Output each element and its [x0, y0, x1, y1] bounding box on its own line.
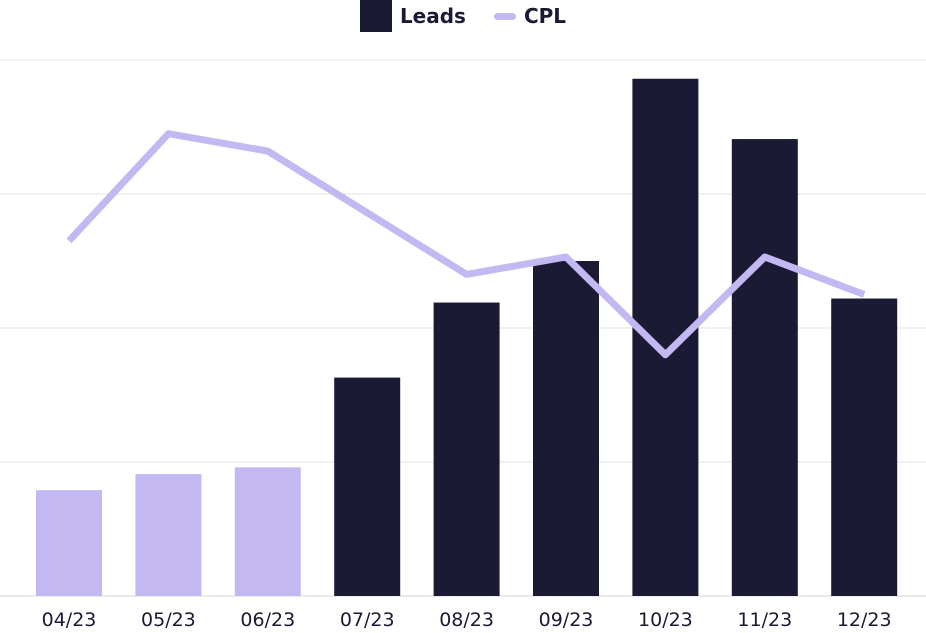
line-layer — [66, 130, 866, 359]
x-tick-label: 11/23 — [737, 609, 792, 631]
line-cpl[interactable] — [66, 130, 866, 359]
legend: Leads CPL — [0, 0, 926, 32]
bar-leads-10-23[interactable] — [632, 78, 699, 596]
x-tick-label: 12/23 — [837, 609, 892, 631]
legend-item-leads[interactable]: Leads — [359, 0, 466, 32]
bar-leads-07-23[interactable] — [334, 377, 401, 596]
bar-leads-06-23[interactable] — [234, 467, 301, 596]
x-tick-label: 07/23 — [340, 609, 395, 631]
x-tick-label: 10/23 — [638, 609, 693, 631]
tick-layer: 04/23 05/23 06/23 07/23 08/23 09/23 10/23 11/23… — [42, 609, 892, 631]
legend-label-cpl: CPL — [523, 4, 567, 28]
x-tick-label: 04/23 — [42, 609, 97, 631]
bar-leads-04-23[interactable] — [36, 490, 102, 596]
legend-swatch-leads — [359, 0, 392, 32]
bar-leads-08-23[interactable] — [433, 302, 500, 596]
bar-leads-05-23[interactable] — [135, 474, 202, 596]
legend-label-leads: Leads — [399, 4, 466, 28]
x-tick-label: 06/23 — [240, 609, 295, 631]
legend-swatch-cpl — [493, 12, 516, 20]
legend-item-cpl[interactable]: CPL — [493, 4, 567, 28]
bar-leads-11-23[interactable] — [731, 139, 798, 596]
x-tick-label: 05/23 — [141, 609, 196, 631]
x-tick-label: 09/23 — [539, 609, 594, 631]
x-tick-label: 08/23 — [439, 609, 494, 631]
bar-layer — [36, 78, 898, 596]
bar-leads-09-23[interactable] — [533, 261, 599, 596]
bar-leads-12-23[interactable] — [831, 298, 898, 596]
